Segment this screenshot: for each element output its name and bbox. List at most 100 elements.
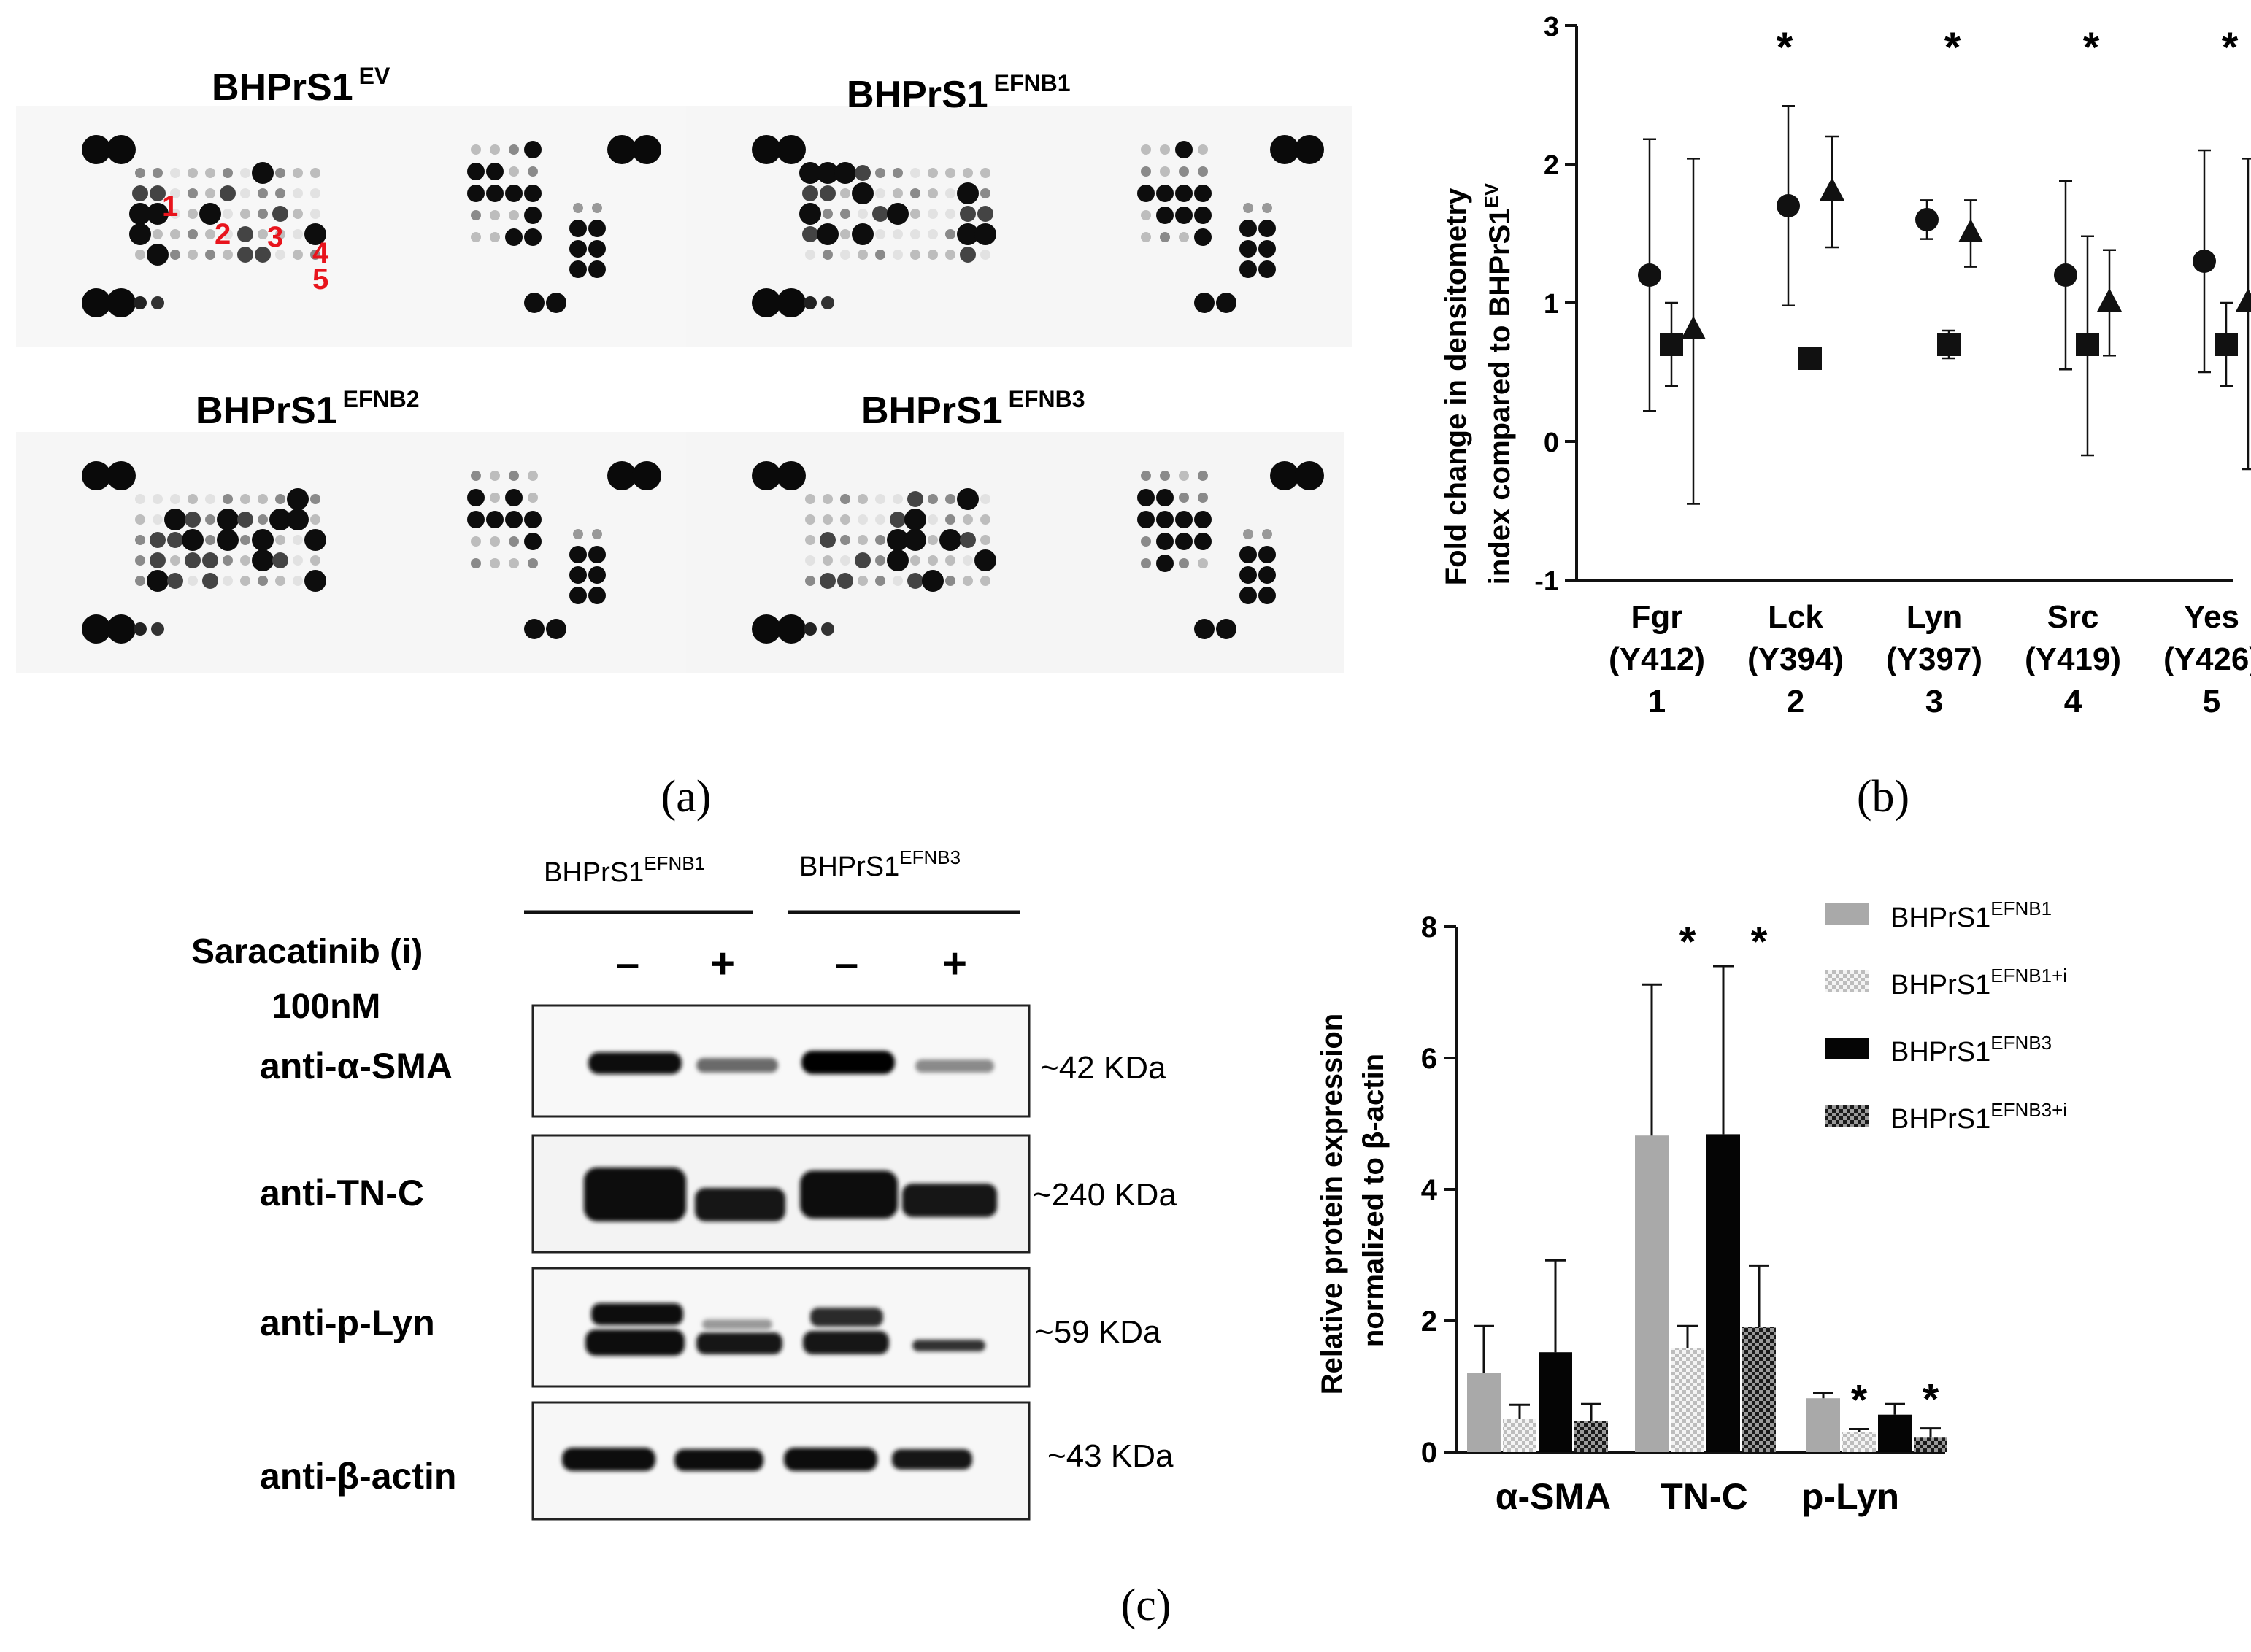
array-spot — [588, 566, 606, 584]
array-spot — [1156, 511, 1174, 528]
array-spot — [823, 514, 833, 525]
significance-star: * — [1944, 24, 1961, 72]
array-spot — [135, 494, 145, 504]
reference-spot — [752, 461, 781, 490]
array-spot — [237, 226, 253, 242]
array-spot — [310, 514, 320, 525]
array-spot — [960, 247, 976, 263]
x-label-site: (Y412) — [1609, 641, 1705, 677]
reference-spot — [82, 288, 111, 317]
chart-b: 3 2 1 0 -1 * * * * Fgr (Y412) 1 Lck (Y394) 2 Lyn (Y397… — [1440, 12, 2251, 822]
array-spot — [467, 511, 485, 528]
array-spot — [1137, 489, 1155, 506]
array-spot — [820, 573, 836, 589]
data-point-circle — [2054, 263, 2077, 287]
array-spot — [1137, 511, 1155, 528]
reference-spot — [82, 461, 111, 490]
array-spot — [588, 220, 606, 237]
array-spot — [1175, 141, 1193, 158]
array-spot — [890, 512, 906, 528]
reference-spot — [82, 135, 111, 164]
array-spot — [592, 529, 602, 539]
x-label-name: Lyn — [1906, 599, 1963, 635]
array-spot — [524, 228, 542, 246]
array-spot — [1160, 144, 1170, 155]
array-title-efnb3: BHPrS1 EFNB3 — [861, 386, 1085, 432]
array-spot — [858, 494, 868, 504]
array-spot — [310, 188, 320, 198]
array-spot — [170, 168, 180, 178]
array-spot — [928, 168, 938, 178]
array-spot — [217, 529, 239, 551]
legend-swatch — [1825, 970, 1869, 992]
array-spot — [805, 535, 815, 545]
data-point-square — [2215, 333, 2238, 356]
lane-signs: – + – + — [616, 940, 967, 987]
array-spot — [858, 209, 868, 219]
chart-b-marks: * * * * — [1638, 24, 2251, 505]
x-label-name: Lck — [1768, 599, 1823, 635]
array-spot — [129, 203, 151, 225]
array-spot — [875, 555, 885, 566]
array-spot — [134, 296, 147, 309]
array-spot — [840, 209, 850, 219]
array-spot — [293, 168, 303, 178]
array-spot — [287, 488, 309, 510]
significance-star: * — [1851, 1377, 1868, 1424]
array-spot — [471, 558, 481, 568]
array-spot — [945, 494, 955, 504]
array-spot — [980, 188, 990, 198]
spot-marker-1: 1 — [162, 190, 178, 223]
array-spot — [293, 535, 303, 545]
array-spot — [505, 185, 523, 202]
array-spot — [804, 296, 817, 309]
reference-spot — [752, 614, 781, 644]
spot-marker-3: 3 — [267, 221, 283, 253]
array-dots — [82, 135, 1324, 644]
reference-spot — [752, 135, 781, 164]
array-spot — [974, 223, 996, 245]
array-spot — [528, 493, 538, 503]
x-label-number: 2 — [1787, 684, 1804, 719]
bar — [1914, 1437, 1947, 1452]
array-spot — [840, 494, 850, 504]
array-spot — [1160, 471, 1170, 481]
array-spot — [150, 185, 166, 201]
array-spot — [293, 188, 303, 198]
blot-size-beta-actin: ~43 KDa — [1047, 1438, 1174, 1474]
array-spot — [304, 529, 326, 551]
array-spot — [1175, 511, 1193, 528]
array-spot — [928, 555, 938, 566]
array-spot — [922, 570, 944, 592]
array-spot — [509, 536, 519, 547]
array-spot — [147, 570, 169, 592]
reference-spot — [752, 288, 781, 317]
chart-c-ylabel-line1: Relative protein expression — [1316, 1014, 1348, 1394]
array-spot — [269, 509, 291, 530]
y-tick-label: 6 — [1421, 1043, 1437, 1075]
legend-label: BHPrS1EFNB3+i — [1890, 1099, 2067, 1135]
array-spot — [524, 511, 542, 528]
reference-spot — [632, 135, 661, 164]
x-label-name: Yes — [2184, 599, 2239, 635]
array-spot — [147, 244, 169, 266]
blot-p-lyn: anti-p-Lyn ~59 KDa — [260, 1267, 1161, 1388]
array-spot — [220, 185, 236, 201]
array-spot — [486, 511, 504, 528]
array-spot — [471, 210, 481, 220]
array-spot — [1262, 529, 1272, 539]
array-spot — [524, 619, 545, 639]
array-spot — [1160, 232, 1170, 242]
array-spot — [1198, 471, 1208, 481]
array-spot — [275, 535, 285, 545]
array-spot — [569, 546, 587, 563]
array-spot — [150, 532, 166, 548]
array-spot — [275, 168, 285, 178]
array-spot — [199, 203, 221, 225]
array-spot — [893, 188, 903, 198]
array-spot — [129, 223, 151, 245]
array-spot — [837, 573, 853, 589]
chart-c-y-ticks: 8 6 4 2 0 — [1421, 911, 1456, 1469]
array-spot — [980, 250, 990, 260]
array-spot — [1141, 232, 1151, 242]
